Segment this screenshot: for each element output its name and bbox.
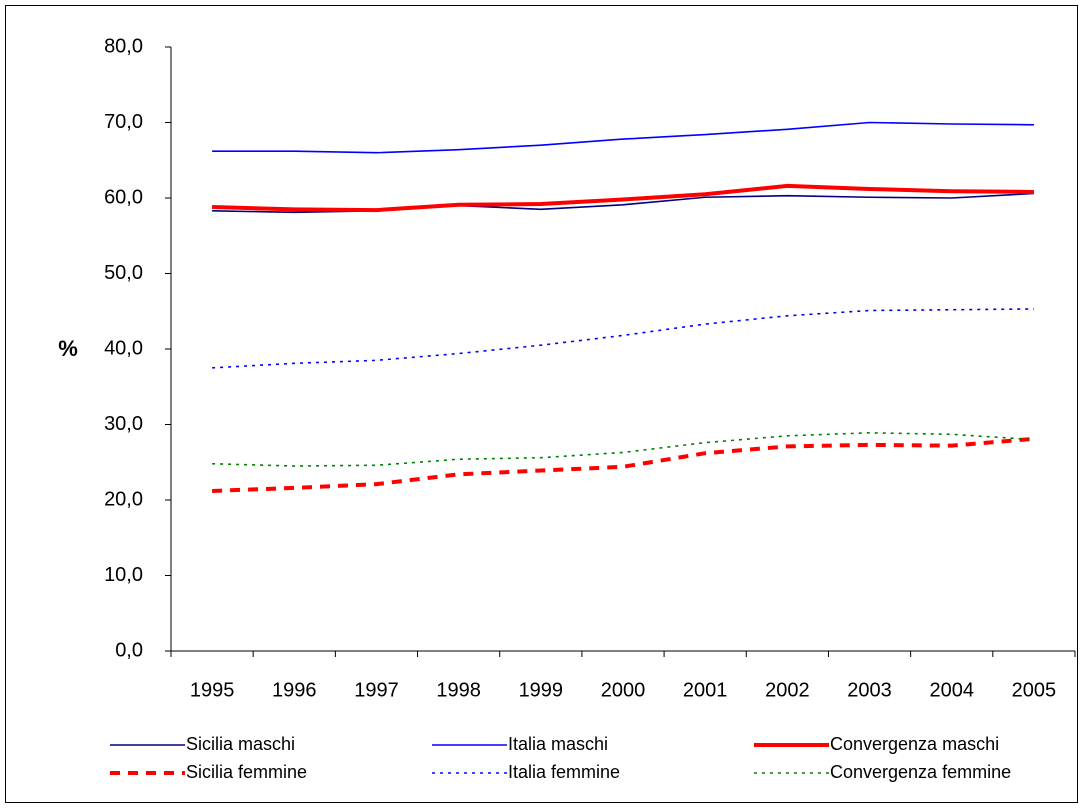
x-tick-label: 2000 xyxy=(601,679,646,701)
legend-label: Italia maschi xyxy=(508,734,608,754)
y-tick-label: 0,0 xyxy=(115,639,143,661)
y-tick-label: 30,0 xyxy=(104,413,143,435)
legend-label: Sicilia maschi xyxy=(186,734,295,754)
legend-label: Convergenza femmine xyxy=(830,762,1011,782)
legend-label: Italia femmine xyxy=(508,762,620,782)
x-tick-label: 2001 xyxy=(683,679,728,701)
series-line xyxy=(212,308,1034,369)
x-tick-label: 1998 xyxy=(436,679,481,701)
x-tick-label: 2002 xyxy=(765,679,810,701)
series-line xyxy=(212,432,1034,467)
y-tick-label: 70,0 xyxy=(104,111,143,133)
series-line xyxy=(212,183,1034,213)
x-tick-label: 1999 xyxy=(519,679,564,701)
x-tick-label: 1995 xyxy=(190,679,235,701)
y-tick-label: 10,0 xyxy=(104,564,143,586)
legend-label: Convergenza maschi xyxy=(830,734,999,754)
y-tick-label: 40,0 xyxy=(104,337,143,359)
chart-border xyxy=(5,5,1078,803)
y-axis-label: % xyxy=(58,336,78,361)
y-tick-label: 20,0 xyxy=(104,488,143,510)
legend-label: Sicilia femmine xyxy=(186,762,307,782)
y-tick-label: 60,0 xyxy=(104,186,143,208)
x-tick-label: 2005 xyxy=(1012,679,1057,701)
x-tick-label: 1996 xyxy=(272,679,317,701)
x-tick-label: 2004 xyxy=(929,679,974,701)
y-tick-label: 80,0 xyxy=(104,35,143,57)
x-tick-label: 2003 xyxy=(847,679,892,701)
x-tick-label: 1997 xyxy=(354,679,399,701)
series-line xyxy=(212,436,1035,493)
series-line xyxy=(212,121,1034,154)
y-tick-label: 50,0 xyxy=(104,262,143,284)
